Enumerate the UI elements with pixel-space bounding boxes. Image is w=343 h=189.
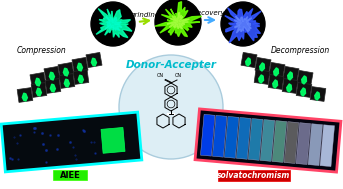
Polygon shape	[96, 9, 132, 38]
Polygon shape	[274, 68, 279, 76]
FancyBboxPatch shape	[268, 75, 284, 89]
Polygon shape	[78, 63, 82, 71]
Text: AIEE: AIEE	[60, 170, 80, 180]
FancyBboxPatch shape	[30, 72, 46, 88]
FancyBboxPatch shape	[17, 88, 33, 102]
Polygon shape	[288, 72, 293, 80]
Polygon shape	[22, 93, 27, 101]
Polygon shape	[234, 16, 252, 33]
FancyBboxPatch shape	[1, 112, 142, 172]
FancyBboxPatch shape	[284, 122, 299, 163]
FancyBboxPatch shape	[260, 120, 275, 161]
FancyBboxPatch shape	[72, 57, 88, 73]
Text: Decompression: Decompression	[270, 46, 330, 55]
Polygon shape	[50, 84, 56, 92]
Polygon shape	[302, 76, 306, 84]
FancyBboxPatch shape	[86, 52, 102, 68]
FancyBboxPatch shape	[59, 74, 75, 88]
Text: solvatochromism: solvatochromism	[217, 171, 291, 180]
Polygon shape	[273, 80, 277, 88]
FancyBboxPatch shape	[58, 62, 74, 78]
Circle shape	[221, 2, 265, 46]
Polygon shape	[105, 17, 122, 30]
FancyBboxPatch shape	[308, 124, 322, 166]
FancyBboxPatch shape	[101, 127, 125, 153]
Polygon shape	[259, 75, 263, 83]
Polygon shape	[64, 79, 69, 87]
FancyBboxPatch shape	[297, 70, 313, 86]
Text: CN: CN	[157, 73, 164, 78]
FancyBboxPatch shape	[31, 83, 47, 97]
Polygon shape	[155, 2, 202, 37]
Polygon shape	[246, 58, 250, 66]
Circle shape	[119, 55, 223, 159]
FancyBboxPatch shape	[241, 52, 257, 68]
Polygon shape	[167, 12, 189, 29]
FancyBboxPatch shape	[296, 123, 311, 164]
FancyBboxPatch shape	[53, 170, 87, 180]
Polygon shape	[36, 88, 42, 96]
FancyBboxPatch shape	[282, 79, 298, 93]
Polygon shape	[63, 68, 69, 76]
Polygon shape	[78, 75, 83, 83]
FancyBboxPatch shape	[44, 66, 60, 82]
FancyBboxPatch shape	[254, 70, 270, 84]
Polygon shape	[91, 58, 96, 66]
FancyBboxPatch shape	[310, 87, 326, 101]
FancyBboxPatch shape	[296, 83, 312, 97]
Text: grinding: grinding	[131, 12, 160, 18]
Text: recovery: recovery	[195, 10, 226, 16]
FancyBboxPatch shape	[236, 117, 251, 159]
Polygon shape	[315, 92, 320, 100]
FancyBboxPatch shape	[224, 116, 239, 158]
FancyBboxPatch shape	[248, 119, 263, 160]
FancyBboxPatch shape	[218, 170, 290, 181]
FancyBboxPatch shape	[73, 70, 89, 84]
Polygon shape	[49, 72, 55, 80]
Polygon shape	[260, 63, 264, 71]
FancyBboxPatch shape	[200, 114, 215, 156]
FancyBboxPatch shape	[45, 79, 61, 93]
FancyBboxPatch shape	[320, 125, 334, 167]
FancyBboxPatch shape	[195, 109, 341, 172]
FancyBboxPatch shape	[272, 121, 287, 162]
Polygon shape	[301, 88, 306, 96]
Polygon shape	[287, 84, 292, 92]
FancyBboxPatch shape	[283, 66, 299, 82]
FancyBboxPatch shape	[212, 115, 227, 157]
Text: Donor-Accepter: Donor-Accepter	[126, 60, 216, 70]
Polygon shape	[35, 78, 40, 86]
Circle shape	[155, 0, 201, 45]
FancyBboxPatch shape	[269, 62, 285, 78]
Circle shape	[91, 2, 135, 46]
Polygon shape	[225, 8, 261, 43]
Text: Compression: Compression	[17, 46, 67, 55]
FancyBboxPatch shape	[255, 57, 271, 73]
Text: CN: CN	[175, 73, 182, 78]
